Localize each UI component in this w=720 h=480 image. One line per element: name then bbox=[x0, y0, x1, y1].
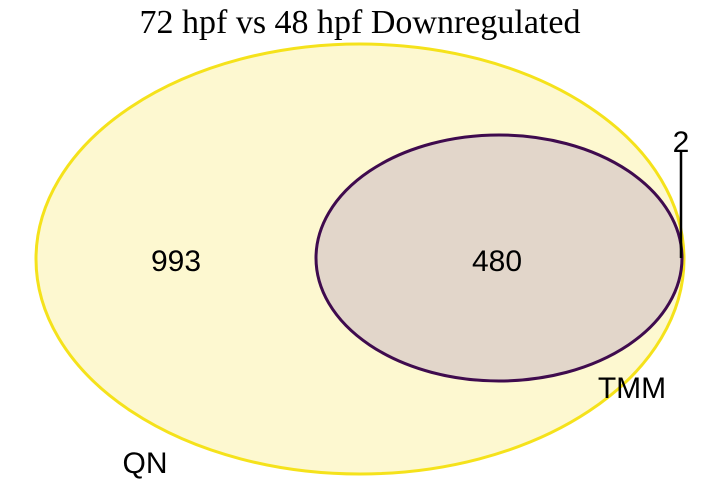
tmm-only-count: 2 bbox=[673, 126, 690, 159]
diagram-title: 72 hpf vs 48 hpf Downregulated bbox=[140, 4, 581, 41]
qn-only-count: 993 bbox=[151, 245, 201, 278]
intersection-count: 480 bbox=[472, 245, 522, 278]
set-label-tmm: TMM bbox=[598, 372, 666, 405]
set-label-qn: QN bbox=[123, 447, 168, 480]
